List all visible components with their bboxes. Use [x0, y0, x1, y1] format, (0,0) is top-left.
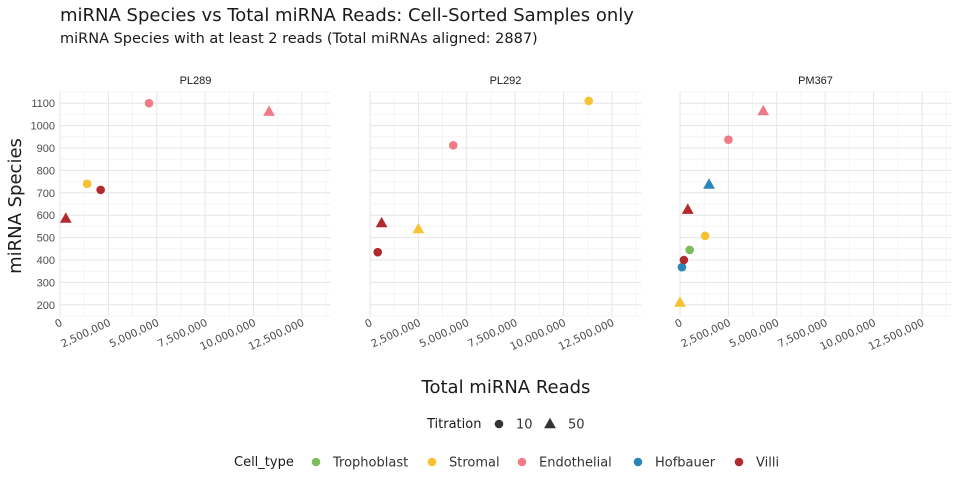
x-tick-label: 0: [363, 317, 374, 331]
legend-titration-key-10: [494, 419, 504, 429]
y-tick-label: 1100: [31, 98, 55, 110]
legend-titration: Titration 10 50: [426, 417, 585, 433]
chart-title: miRNA Species vs Total miRNA Reads: Cell…: [60, 5, 634, 26]
x-tick-label: 12,500,000: [867, 317, 927, 353]
legend-cell-label: Villi: [756, 456, 779, 471]
facet-panels: PL2892003004005006007008009001000110002,…: [31, 75, 951, 353]
y-tick-label: 200: [37, 300, 55, 312]
legend-titration-label: 10: [516, 418, 533, 433]
chart-subtitle: miRNA Species with at least 2 reads (Tot…: [60, 31, 538, 47]
legend-cell-type: Cell_type Trophoblast Stromal Endothelial Ho…: [234, 455, 779, 471]
data-point-stromal: [412, 222, 425, 234]
data-point-trophoblast: [685, 245, 694, 255]
facet-strip-label: PL292: [490, 75, 522, 87]
x-tick-label: 5,000,000: [108, 317, 162, 350]
y-tick-label: 800: [37, 165, 55, 177]
data-point-stromal: [584, 96, 594, 106]
x-tick-label: 12,500,000: [247, 317, 307, 353]
data-point-endothelial: [448, 141, 458, 150]
x-tick-label: 2,500,000: [679, 317, 733, 350]
legend-cell-key-villi: [734, 457, 744, 467]
legend-titration-label: 50: [568, 418, 585, 433]
legend-titration-key-50: [544, 417, 556, 429]
y-tick-label: 1000: [31, 121, 55, 133]
data-point-endothelial: [757, 104, 770, 116]
data-point-hofbauer: [703, 178, 715, 189]
facet-strip-label: PM367: [798, 75, 833, 87]
y-axis-title: miRNA Species: [5, 138, 26, 274]
legend-titration-title: Titration: [426, 417, 481, 432]
y-tick-label: 500: [37, 233, 55, 245]
legend-cell-key-trophoblast: [311, 457, 321, 467]
legend-cell-key-stromal: [427, 457, 437, 467]
legend-cell-label: Endothelial: [539, 456, 612, 471]
x-axis-title: Total miRNA Reads: [421, 377, 591, 398]
legend-cell-key-endothelial: [517, 457, 527, 467]
data-point-villi: [373, 247, 383, 257]
y-tick-label: 700: [37, 188, 55, 200]
data-point-villi: [681, 203, 694, 214]
legend-cell-label: Stromal: [449, 456, 500, 471]
legend-cell-label: Hofbauer: [655, 456, 716, 471]
data-point-villi: [679, 255, 689, 265]
data-point-stromal: [674, 296, 686, 307]
data-point-villi: [59, 212, 72, 223]
legend-cell-key-hofbauer: [633, 457, 643, 467]
y-tick-label: 600: [37, 210, 55, 222]
legend-cell-type-title: Cell_type: [234, 455, 294, 470]
x-tick-label: 2,500,000: [369, 317, 423, 350]
facet-pl289: PL289 200 300 400 500 600 700 800 900 1000 1100 02,…: [31, 75, 331, 353]
facet-pl292: PL29202,500,0005,000,0007,500,00010,000,…: [363, 75, 641, 353]
data-point-stromal: [700, 231, 710, 241]
data-point-endothelial: [263, 105, 275, 116]
x-tick-label: 0: [673, 317, 684, 331]
x-tick-label: 5,000,000: [728, 317, 782, 350]
y-tick-label: 300: [37, 277, 55, 289]
data-point-villi: [375, 216, 388, 228]
legend-cell-label: Trophoblast: [332, 456, 408, 471]
data-point-endothelial: [144, 98, 154, 108]
x-tick-label: 0: [53, 317, 64, 331]
y-tick-label: 400: [37, 255, 55, 267]
data-point-stromal: [82, 179, 92, 189]
data-point-villi: [96, 185, 105, 195]
x-tick-label: 12,500,000: [557, 317, 617, 353]
facet-strip-label: PL289: [180, 75, 212, 87]
data-point-endothelial: [724, 135, 733, 145]
x-tick-label: 2,500,000: [59, 317, 113, 350]
x-tick-label: 5,000,000: [418, 317, 472, 350]
facet-pm367: PM36702,500,0005,000,0007,500,00010,000,…: [673, 75, 951, 353]
y-tick-label: 900: [37, 143, 55, 155]
data-point-hofbauer: [677, 262, 687, 272]
